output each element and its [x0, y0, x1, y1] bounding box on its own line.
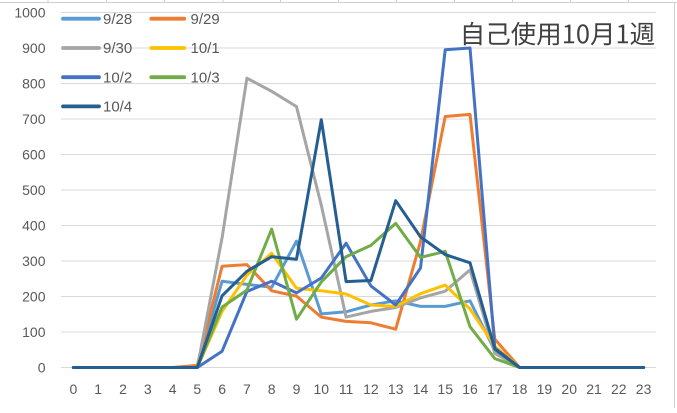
svg-text:1000: 1000 — [14, 5, 45, 21]
svg-text:1: 1 — [94, 381, 102, 397]
svg-text:22: 22 — [611, 381, 627, 397]
svg-text:9/30: 9/30 — [103, 40, 132, 57]
svg-text:19: 19 — [537, 381, 553, 397]
svg-text:600: 600 — [22, 147, 46, 163]
svg-text:10/1: 10/1 — [191, 40, 220, 57]
svg-text:500: 500 — [22, 182, 46, 198]
svg-text:16: 16 — [462, 381, 478, 397]
svg-text:200: 200 — [22, 289, 46, 305]
svg-text:20: 20 — [561, 381, 577, 397]
svg-text:400: 400 — [22, 218, 46, 234]
svg-text:700: 700 — [22, 111, 46, 127]
svg-text:0: 0 — [38, 360, 46, 376]
svg-text:6: 6 — [218, 381, 226, 397]
svg-text:10/4: 10/4 — [103, 99, 132, 116]
svg-text:9/28: 9/28 — [103, 11, 132, 28]
svg-text:10/3: 10/3 — [191, 69, 220, 86]
svg-text:100: 100 — [22, 324, 46, 340]
svg-text:7: 7 — [243, 381, 251, 397]
svg-text:0: 0 — [70, 381, 78, 397]
svg-text:15: 15 — [437, 381, 453, 397]
svg-text:300: 300 — [22, 253, 46, 269]
svg-text:14: 14 — [413, 381, 429, 397]
svg-text:3: 3 — [144, 381, 152, 397]
svg-text:11: 11 — [339, 381, 354, 397]
svg-text:10: 10 — [314, 381, 330, 397]
svg-text:9: 9 — [293, 381, 301, 397]
svg-text:17: 17 — [487, 381, 503, 397]
svg-text:900: 900 — [22, 40, 46, 56]
svg-text:12: 12 — [363, 381, 379, 397]
svg-text:2: 2 — [119, 381, 127, 397]
svg-text:800: 800 — [22, 76, 46, 92]
svg-text:21: 21 — [586, 381, 602, 397]
svg-text:9/29: 9/29 — [191, 11, 220, 28]
svg-text:13: 13 — [388, 381, 404, 397]
svg-text:18: 18 — [512, 381, 528, 397]
svg-text:10/2: 10/2 — [103, 69, 132, 86]
svg-text:4: 4 — [169, 381, 177, 397]
svg-text:8: 8 — [268, 381, 276, 397]
svg-text:5: 5 — [193, 381, 201, 397]
svg-text:23: 23 — [636, 381, 652, 397]
